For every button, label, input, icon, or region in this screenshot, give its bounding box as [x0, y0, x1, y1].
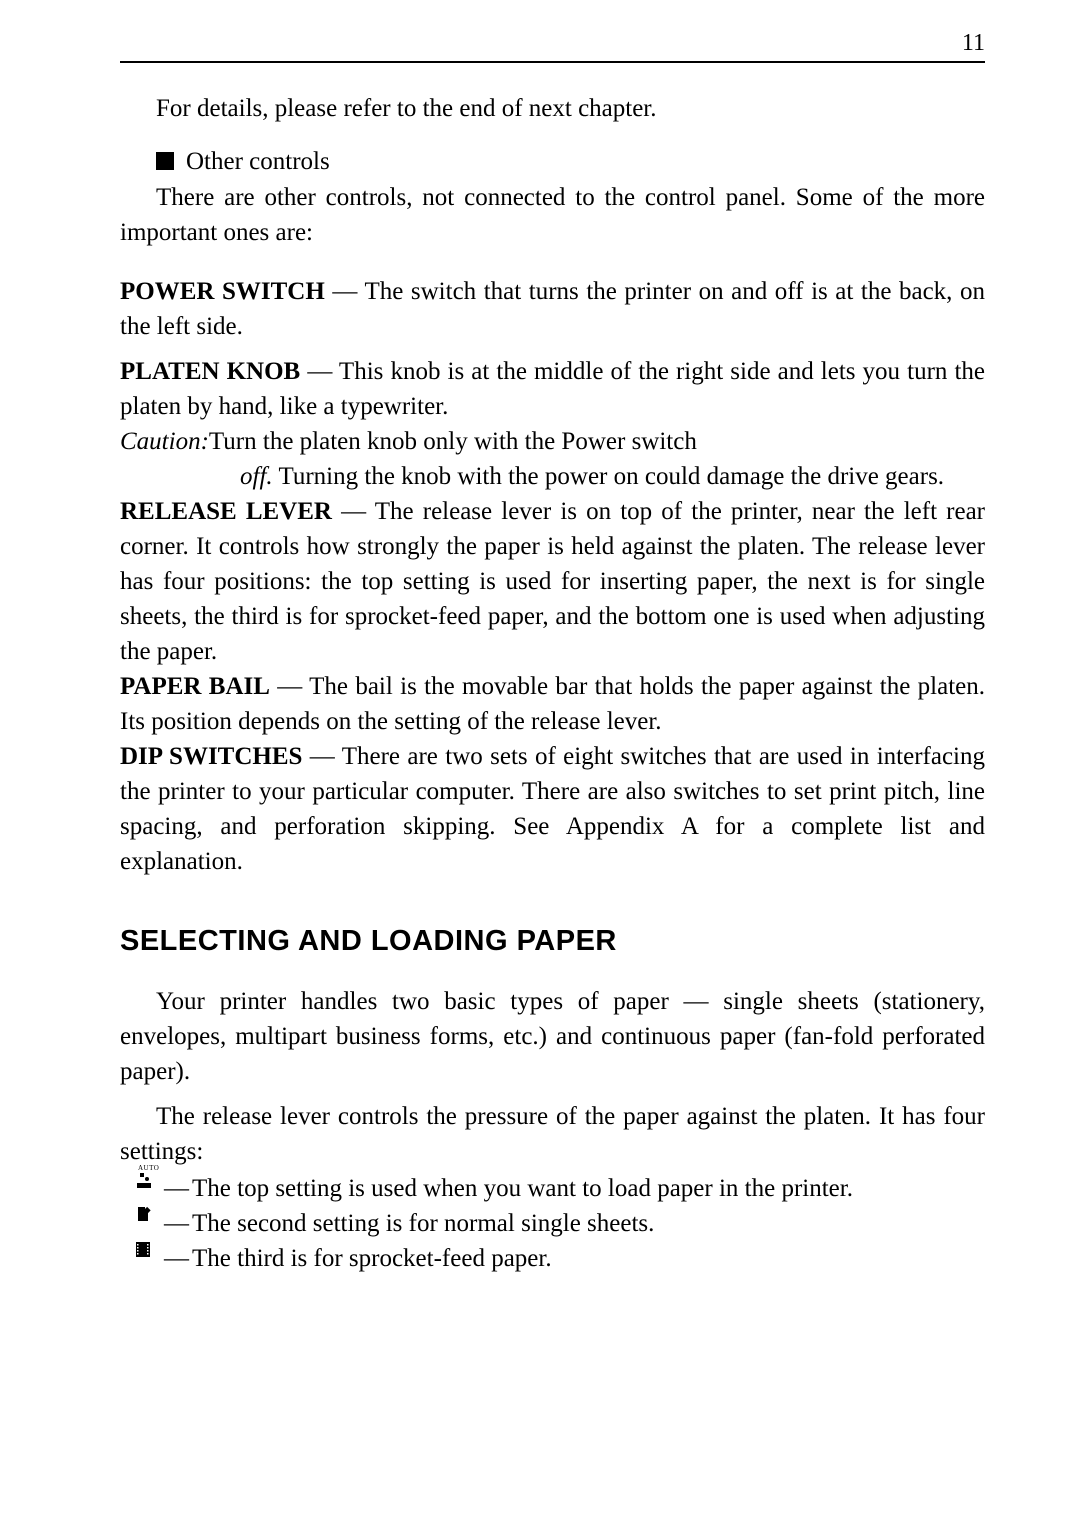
dip-switches-item: DIP SWITCHES — There are two sets of eig… — [120, 739, 985, 879]
caution-line2: Turning the knob with the power on could… — [273, 463, 944, 490]
dash: — — [164, 1171, 192, 1206]
paper-bail-item: PAPER BAIL — The bail is the movable bar… — [120, 669, 985, 739]
lever-single-icon — [136, 1206, 164, 1231]
other-controls-label: Other controls — [186, 148, 330, 175]
other-controls-heading: Other controls — [120, 148, 985, 176]
lever-auto-icon: AUTO — [136, 1171, 164, 1196]
release-lever-item: RELEASE LEVER — The release lever is on … — [120, 494, 985, 669]
platen-knob-label: PLATEN KNOB — [120, 358, 300, 385]
lever-sprocket-icon — [136, 1241, 164, 1266]
other-controls-body: There are other controls, not connected … — [120, 180, 985, 250]
dip-switches-label: DIP SWITCHES — [120, 743, 302, 770]
loading-p2: The release lever controls the pressure … — [120, 1099, 985, 1169]
auto-label: AUTO — [138, 1164, 159, 1174]
power-switch-item: POWER SWITCH — The switch that turns the… — [120, 274, 985, 344]
loading-p1: Your printer handles two basic types of … — [120, 984, 985, 1089]
caution-indent: off. Turning the knob with the power on … — [120, 459, 985, 494]
lever-setting-1-text: The top setting is used when you want to… — [192, 1171, 985, 1206]
lever-setting-3: — The third is for sprocket-feed paper. — [136, 1241, 985, 1276]
caution-line1: Turn the platen knob only with the Power… — [209, 428, 697, 455]
page-number: 11 — [120, 30, 985, 57]
lever-setting-1: AUTO — The top setting is used when you … — [136, 1171, 985, 1206]
platen-knob-item: PLATEN KNOB — This knob is at the middle… — [120, 354, 985, 424]
dash: — — [164, 1206, 192, 1241]
caution-block: Caution:Turn the platen knob only with t… — [120, 424, 985, 459]
square-bullet-icon — [156, 152, 174, 170]
lever-setting-2-text: The second setting is for normal single … — [192, 1206, 985, 1241]
caution-off: off. — [240, 463, 273, 490]
release-lever-label: RELEASE LEVER — [120, 498, 332, 525]
loading-heading: SELECTING AND LOADING PAPER — [120, 925, 985, 958]
horizontal-rule — [120, 61, 985, 63]
power-switch-label: POWER SWITCH — [120, 278, 325, 305]
paper-bail-label: PAPER BAIL — [120, 673, 270, 700]
caution-label: Caution: — [120, 428, 209, 455]
intro-paragraph: For details, please refer to the end of … — [120, 91, 985, 126]
dash: — — [164, 1241, 192, 1276]
lever-setting-3-text: The third is for sprocket-feed paper. — [192, 1241, 985, 1276]
lever-setting-2: — The second setting is for normal singl… — [136, 1206, 985, 1241]
